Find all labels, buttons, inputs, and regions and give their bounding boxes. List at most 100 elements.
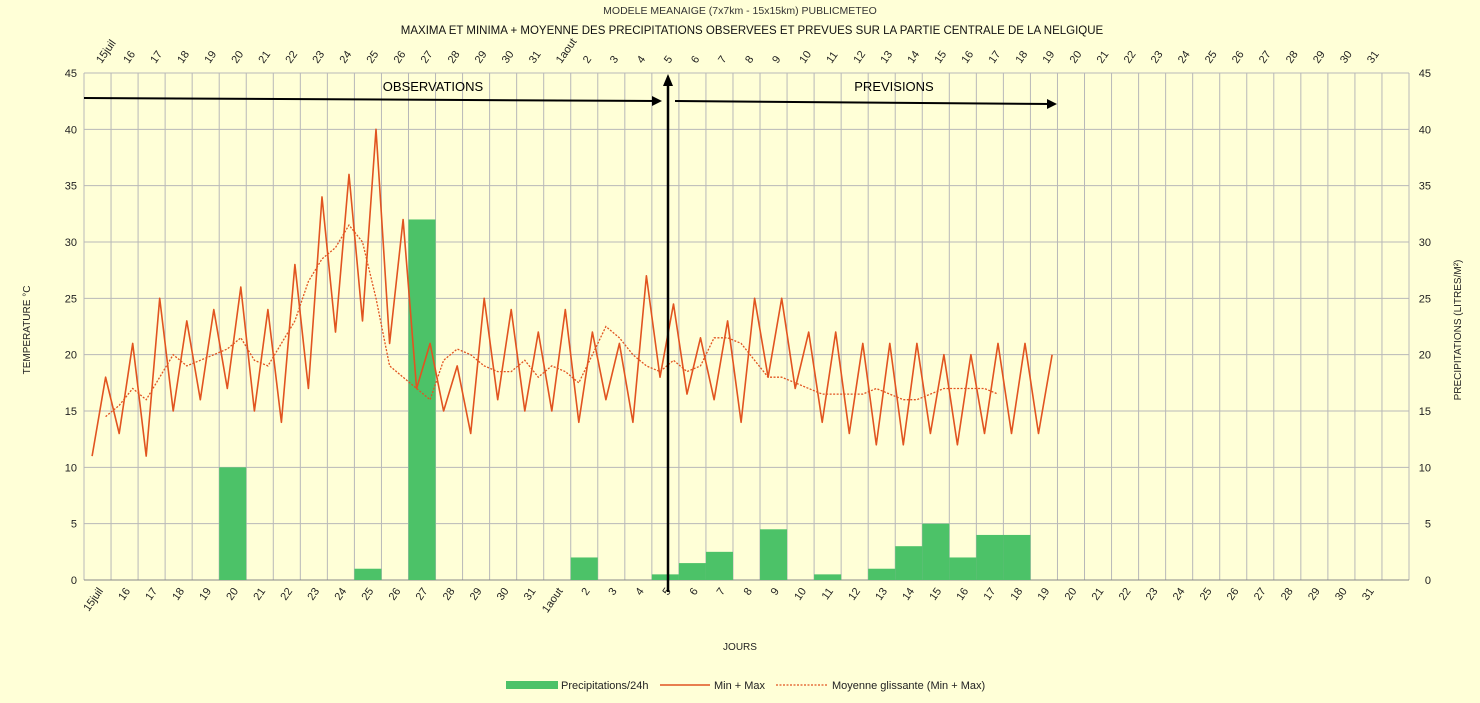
x-tick-label-top: 1aout <box>554 36 580 65</box>
x-tick-label-bottom: 7 <box>715 586 728 598</box>
x-tick-label-top: 22 <box>283 49 300 66</box>
chart-subtitle: MODELE MEANAIGE (7x7km - 15x15km) PUBLIC… <box>603 5 877 17</box>
x-tick-label-bottom: 23 <box>1144 586 1161 603</box>
x-tick-label-bottom: 24 <box>333 586 350 603</box>
x-tick-label-top: 20 <box>1068 49 1085 66</box>
x-tick-label-top: 27 <box>1257 49 1274 66</box>
x-tick-label-top: 24 <box>1176 49 1193 66</box>
x-axis-top-labels: 15juil 16 17 18 19 20 21 22 23 24 25 26 27 28 29 30 31 1a… <box>94 36 1382 65</box>
x-tick-label-top: 16 <box>959 49 976 66</box>
x-tick-label-bottom: 11 <box>820 586 836 602</box>
precip-bar <box>949 557 977 580</box>
x-tick-label-bottom: 20 <box>224 586 241 603</box>
precip-bar <box>219 467 247 580</box>
today-divider <box>663 74 673 592</box>
y-tick-label-right: 15 <box>1419 406 1431 418</box>
x-tick-label-top: 28 <box>446 49 463 66</box>
x-tick-label-top: 12 <box>851 49 868 66</box>
x-tick-label-bottom: 3 <box>606 586 619 598</box>
x-tick-label-bottom: 17 <box>143 586 160 603</box>
precip-bar <box>814 574 842 580</box>
x-tick-label-bottom: 22 <box>278 586 295 603</box>
x-tick-label-top: 22 <box>1122 49 1139 66</box>
x-tick-label-bottom: 20 <box>1063 586 1080 603</box>
y-tick-label-right: 10 <box>1419 462 1431 474</box>
x-tick-label-top: 14 <box>905 49 922 66</box>
x-tick-label-top: 2 <box>581 54 594 66</box>
precip-bar <box>760 529 788 580</box>
y-tick-label-left: 40 <box>65 124 77 136</box>
previsions-label: PREVISIONS <box>854 79 934 94</box>
legend-temp-label: Min + Max <box>714 680 766 692</box>
x-tick-label-bottom: 24 <box>1171 586 1188 603</box>
x-tick-label-bottom: 27 <box>414 586 431 603</box>
x-tick-label-top: 7 <box>716 54 729 66</box>
x-tick-label-top: 11 <box>824 49 840 65</box>
y-tick-label-left: 45 <box>65 68 77 80</box>
x-tick-label-top: 4 <box>635 54 648 66</box>
y-tick-label-left: 15 <box>65 406 77 418</box>
x-tick-label-bottom: 29 <box>468 586 485 603</box>
x-tick-label-bottom: 8 <box>742 586 755 598</box>
x-tick-label-top: 17 <box>987 49 1004 66</box>
x-tick-label-top: 29 <box>1311 49 1328 66</box>
x-tick-label-bottom: 9 <box>769 586 782 598</box>
precip-bar <box>678 563 706 580</box>
x-tick-label-top: 9 <box>770 54 783 66</box>
precip-bar <box>1003 534 1031 580</box>
precip-bar <box>922 523 950 580</box>
x-tick-label-top: 30 <box>500 49 517 66</box>
x-tick-label-bottom: 2 <box>579 586 592 598</box>
y-tick-label-left: 5 <box>71 519 77 531</box>
x-tick-label-bottom: 15 <box>927 586 944 603</box>
x-axis-bottom-labels: 15juil 16 17 18 19 20 21 22 23 24 25 26 27 28 29 30 31 1a… <box>81 586 1376 615</box>
x-tick-label-top: 23 <box>1149 49 1166 66</box>
precip-bar <box>976 534 1004 580</box>
precip-bar <box>705 551 733 580</box>
legend: Precipitations/24h Min + Max Moyenne gli… <box>506 680 985 692</box>
x-tick-label-top: 18 <box>175 49 192 66</box>
right-axis-ticks: 0 5 10 15 20 25 30 35 40 45 <box>1419 68 1431 587</box>
y-tick-label-right: 40 <box>1419 124 1431 136</box>
x-tick-label-bottom: 26 <box>387 586 404 603</box>
x-tick-label-bottom: 1aout <box>540 586 566 615</box>
x-tick-label-bottom: 28 <box>441 586 458 603</box>
x-tick-label-top: 29 <box>473 49 490 66</box>
precip-bar <box>651 574 679 580</box>
y-tick-label-left: 20 <box>65 350 77 362</box>
x-tick-label-top: 19 <box>202 49 219 66</box>
x-axis-label: JOURS <box>723 642 757 653</box>
x-tick-label-bottom: 31 <box>1360 586 1377 603</box>
y-tick-label-right: 20 <box>1419 350 1431 362</box>
x-tick-label-top: 8 <box>743 54 756 66</box>
x-tick-label-top: 26 <box>1230 49 1247 66</box>
x-tick-label-bottom: 22 <box>1117 586 1134 603</box>
y-tick-label-right: 30 <box>1419 237 1431 249</box>
x-tick-label-bottom: 25 <box>360 586 377 603</box>
x-tick-label-bottom: 18 <box>1009 586 1026 603</box>
x-tick-label-top: 26 <box>392 49 409 66</box>
left-axis-ticks: 0 5 10 15 20 25 30 35 40 45 <box>65 68 77 587</box>
x-tick-label-top: 17 <box>148 49 165 66</box>
y-tick-label-left: 35 <box>65 181 77 193</box>
x-tick-label-top: 13 <box>878 49 895 66</box>
x-tick-label-bottom: 14 <box>900 586 917 603</box>
x-tick-label-bottom: 21 <box>1090 586 1107 603</box>
observations-annotation: OBSERVATIONS <box>83 79 662 106</box>
y-tick-label-right: 0 <box>1425 575 1431 587</box>
x-tick-label-bottom: 17 <box>982 586 999 603</box>
x-tick-label-bottom: 31 <box>522 586 539 603</box>
x-tick-label-top: 30 <box>1338 49 1355 66</box>
x-tick-label-bottom: 16 <box>116 586 133 603</box>
x-tick-label-top: 31 <box>527 49 544 66</box>
chart-title: MAXIMA ET MINIMA + MOYENNE DES PRECIPITA… <box>401 25 1104 37</box>
x-tick-label-top: 28 <box>1284 49 1301 66</box>
moving-average-line <box>105 223 999 418</box>
x-tick-label-top: 5 <box>662 54 675 66</box>
legend-precip-label: Precipitations/24h <box>561 680 648 692</box>
observations-arrowhead <box>652 96 662 106</box>
y-tick-label-left: 30 <box>65 237 77 249</box>
y-tick-label-right: 5 <box>1425 519 1431 531</box>
x-tick-label-bottom: 6 <box>688 586 701 598</box>
